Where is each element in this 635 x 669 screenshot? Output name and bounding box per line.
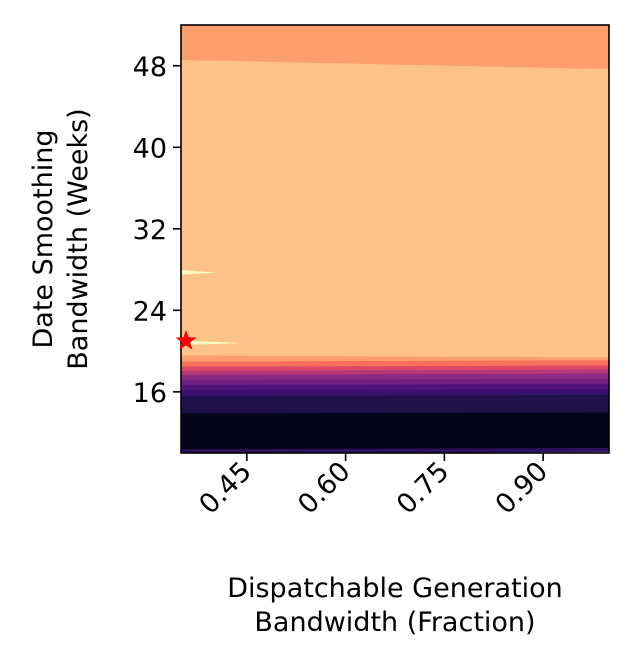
- y-axis-label-line: Date Smoothing: [28, 129, 59, 348]
- contour-band: [181, 394, 609, 414]
- y-tick-label: 32: [133, 215, 167, 246]
- x-axis-label-line: Bandwidth (Fraction): [254, 607, 535, 638]
- y-axis-label-line: Bandwidth (Weeks): [63, 108, 94, 369]
- contour-band: [181, 411, 609, 450]
- contour-island: [181, 340, 244, 345]
- plot-area: [181, 25, 609, 453]
- y-tick-label: 40: [133, 133, 167, 164]
- y-tick-label: 16: [133, 378, 167, 409]
- x-axis-label-line: Dispatchable Generation: [227, 573, 563, 604]
- star-marker: [175, 329, 197, 350]
- y-axis-label: Date Smoothing Bandwidth (Weeks): [28, 108, 94, 369]
- y-axis: 16 24 32 40 48: [133, 52, 181, 409]
- contour-island: [181, 270, 218, 275]
- axes-frame: [180, 24, 610, 454]
- contour-band: [181, 59, 609, 358]
- y-tick-label: 24: [133, 296, 167, 327]
- y-tick-label: 48: [133, 52, 167, 83]
- plot-frame: [180, 24, 610, 454]
- contour-band: [181, 25, 609, 70]
